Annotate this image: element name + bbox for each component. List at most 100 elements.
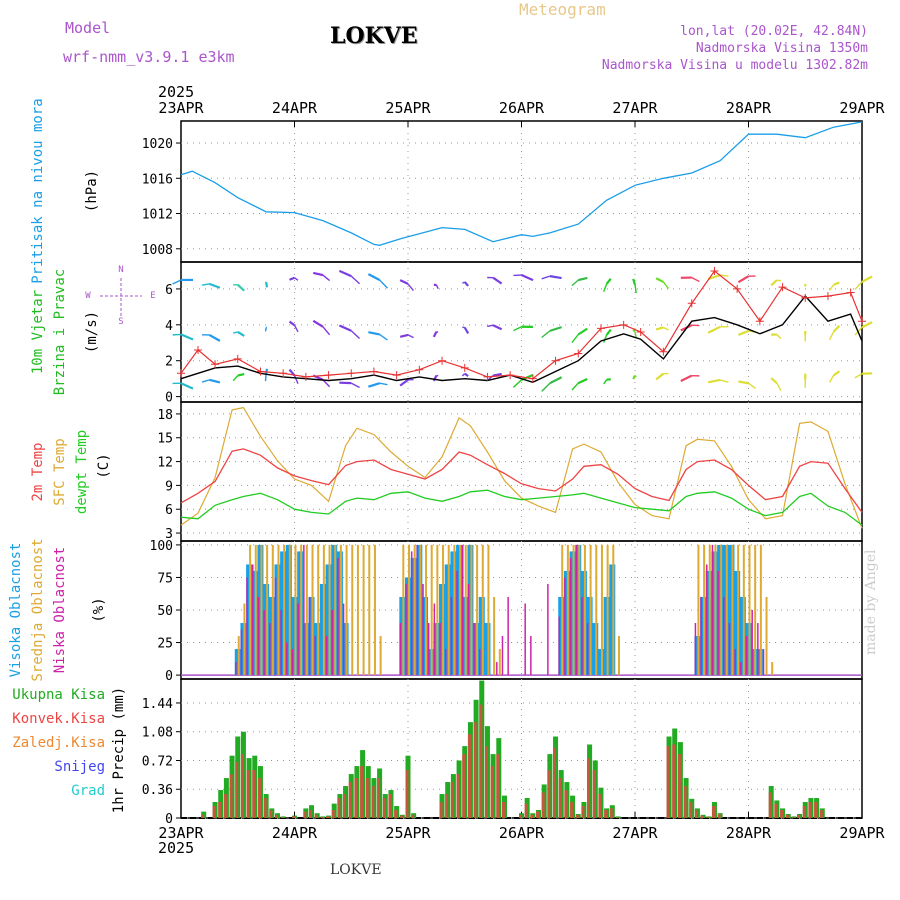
wind-barb — [208, 333, 221, 342]
conv-precip-bar — [479, 704, 483, 818]
wind-barb — [322, 326, 331, 336]
precip-ytick-label: 1.08 — [142, 726, 173, 741]
x-tick-label-bottom: 28APR — [726, 824, 772, 842]
wind-barb — [180, 333, 194, 341]
wind-gust-marker — [801, 293, 810, 302]
wind-barb — [492, 372, 502, 377]
wind-gust-marker — [347, 369, 356, 378]
wind-barb — [350, 330, 361, 340]
wind-barb — [233, 331, 238, 334]
wind-barb — [208, 282, 221, 289]
wind-ytick-label: 4 — [165, 319, 173, 334]
high-cloud-axis-title: Visoka Oblacnost — [8, 543, 24, 678]
clouds-ytick-label: 75 — [157, 571, 173, 586]
conv-precip-bar — [246, 770, 250, 818]
wind-barb — [313, 271, 324, 277]
wind-barb — [407, 334, 414, 339]
year-bottom: 2025 — [158, 839, 195, 857]
wind-gust-marker — [551, 356, 560, 365]
wind-gust-marker — [177, 369, 185, 378]
wind-barb — [463, 326, 470, 334]
temperature-ytick-label: 15 — [157, 432, 173, 447]
wind-barb — [209, 378, 221, 384]
wind-barb — [549, 326, 562, 332]
wind-gust-series — [180, 270, 863, 380]
wind-barb — [521, 274, 534, 282]
precip-frame — [180, 678, 863, 819]
wind-barb — [691, 276, 700, 283]
wind-barb — [738, 329, 749, 336]
wind-barb — [605, 278, 612, 285]
conv-precip-bar — [592, 770, 596, 818]
x-tick-label-bottom: 26APR — [499, 824, 545, 842]
clouds-ytick-label: 0 — [165, 669, 173, 684]
wind-barb — [264, 373, 267, 382]
conv-precip-bar — [229, 774, 233, 818]
conv-precip-bar — [439, 802, 443, 818]
wind-barb — [770, 279, 778, 287]
wind-barb — [577, 276, 588, 282]
conv-precip-bar — [501, 802, 505, 818]
pressure-ytick-label: 1020 — [142, 137, 173, 152]
wind-barb — [680, 374, 693, 382]
wind-barb — [632, 328, 636, 333]
x-tick-label-top: 25APR — [385, 99, 431, 117]
wind-barb — [571, 382, 579, 391]
conv-precip-bar — [365, 778, 369, 818]
temperature-ytick-label: 3 — [165, 527, 173, 542]
wind-barb — [180, 382, 194, 390]
conv-precip-bar — [218, 802, 222, 818]
precip-legend-item: Ukupna Kisa — [12, 687, 105, 703]
conv-precip-bar — [706, 817, 710, 818]
wind-barb — [571, 279, 579, 287]
wind-barb — [289, 276, 295, 281]
wind-barb — [487, 324, 494, 328]
wind-barb — [655, 372, 665, 381]
x-tick-label-bottom: 24APR — [272, 824, 318, 842]
wind-barb — [632, 278, 637, 286]
wind-barb — [861, 321, 873, 329]
wind-barb — [707, 273, 721, 281]
wind-barb — [379, 333, 388, 341]
precip-legend-item: Snijeg — [54, 759, 105, 775]
wind-barb — [833, 281, 840, 286]
wind-barb — [350, 382, 360, 389]
x-tick-label-top: 27APR — [612, 99, 658, 117]
wind-barb — [172, 279, 182, 285]
x-tick-label-bottom: 23APR — [158, 824, 204, 842]
wind-barb — [828, 284, 835, 291]
total-precip-bar — [201, 811, 207, 818]
wind-axis-subtitle: Brzina i Pravac — [52, 269, 68, 395]
wind-barb — [861, 275, 873, 283]
conv-precip-bar — [382, 798, 386, 818]
conv-precip-bar — [337, 798, 341, 818]
wind-barb — [663, 326, 669, 331]
conv-precip-bar — [581, 806, 585, 818]
wind-barb — [854, 281, 863, 291]
wind-barb — [549, 376, 563, 385]
conv-precip-bar — [252, 770, 256, 818]
product-title: Meteogram — [519, 0, 606, 19]
cloud-unit: (%) — [91, 597, 107, 622]
wind-barb — [719, 379, 729, 383]
wind-barb — [201, 379, 210, 383]
compass-s: S — [118, 317, 123, 327]
pressure-unit: (hPa) — [84, 170, 100, 212]
wind-barb — [854, 373, 863, 379]
conv-precip-bar — [519, 814, 522, 818]
wind-barb — [737, 275, 750, 284]
precip-axis-title: 1hr Precip (mm) — [111, 687, 127, 813]
sfc-temp-axis-title: SFC Temp — [52, 438, 68, 505]
wind-barb — [541, 382, 551, 392]
wind-ytick-label: 6 — [165, 283, 173, 298]
wind-barb — [322, 379, 331, 388]
wind-barb — [265, 281, 269, 288]
wind-barb — [748, 382, 756, 390]
wind-barb — [513, 326, 522, 332]
wind-barb — [293, 375, 299, 384]
wind-barb — [720, 274, 729, 277]
precip-ytick-label: 0 — [165, 812, 173, 827]
wind-barb — [776, 334, 782, 340]
conv-precip-bar — [309, 810, 313, 818]
wind-barb — [368, 331, 380, 336]
